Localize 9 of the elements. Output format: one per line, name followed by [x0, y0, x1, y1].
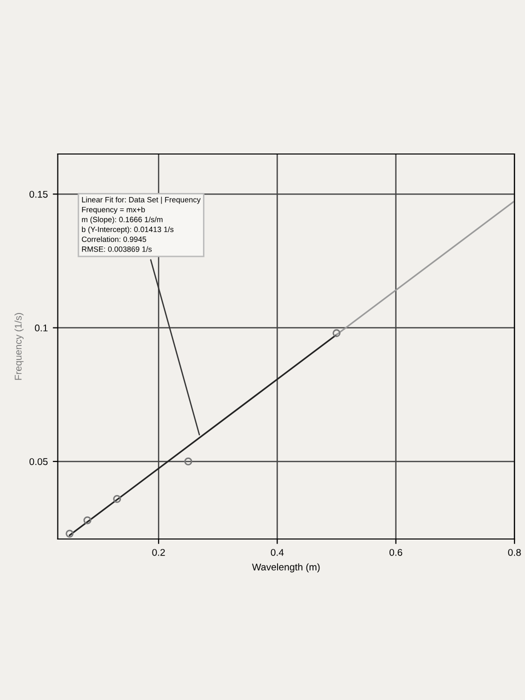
x-tick-label: 0.8: [508, 548, 521, 556]
y-axis-title: Frequency (1/s): [14, 313, 24, 380]
x-tick-label: 0.6: [389, 548, 402, 556]
y-tick-label: 0.1: [34, 324, 48, 332]
x-tick-label: 0.2: [152, 548, 165, 556]
x-axis-title: Wavelength (m): [252, 563, 320, 572]
y-tick-label: 0.15: [29, 190, 48, 198]
x-tick-label: 0.4: [270, 548, 284, 556]
y-tick-label: 0.05: [29, 458, 48, 466]
